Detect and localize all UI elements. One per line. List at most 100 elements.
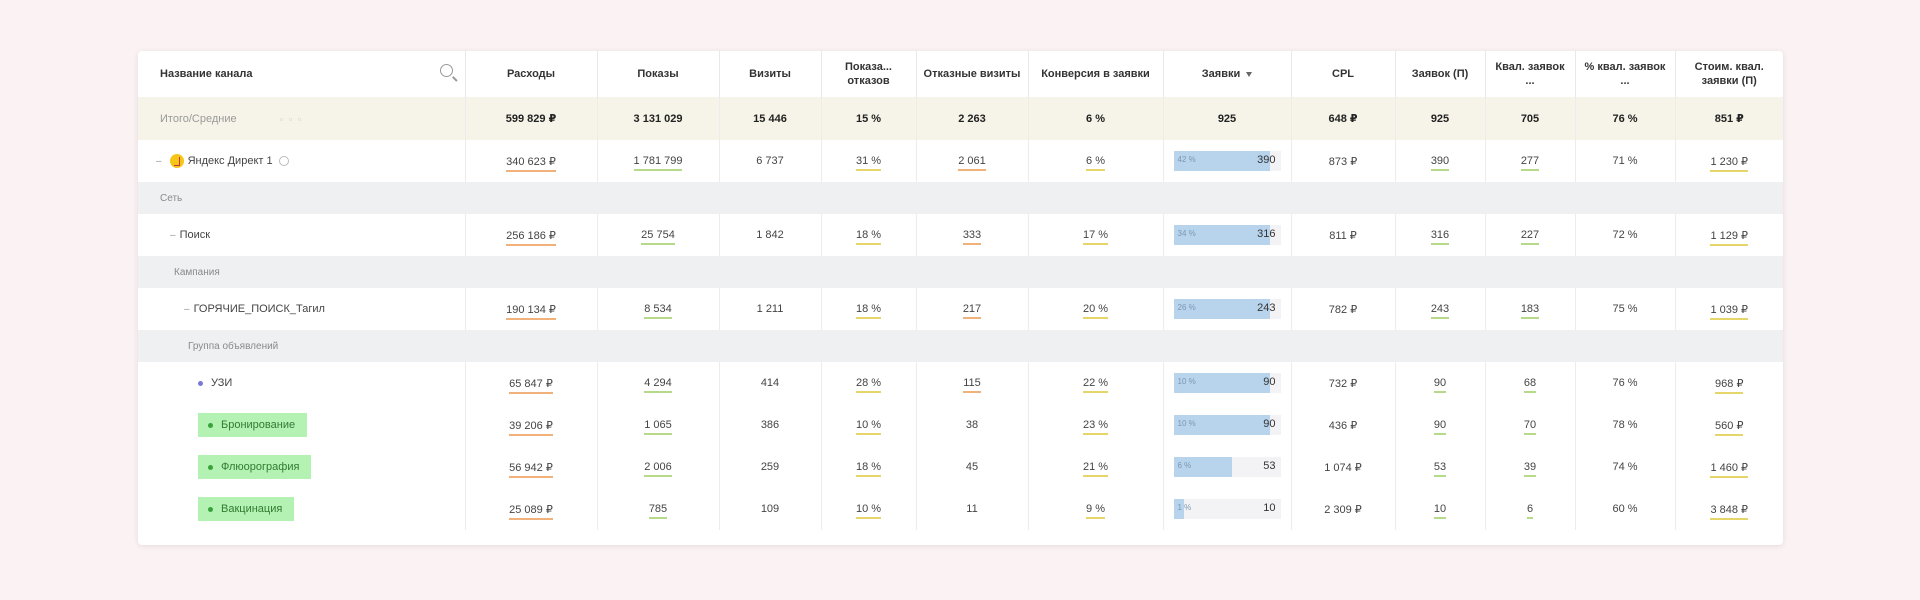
- metric-value[interactable]: 21 %: [1082, 461, 1109, 477]
- metric-value[interactable]: 25 089 ₽: [509, 503, 553, 520]
- metric-value: 75 %: [1612, 303, 1638, 315]
- metric-value[interactable]: 10 %: [855, 419, 882, 435]
- metric-value[interactable]: 2 006: [644, 461, 672, 477]
- column-header-qual-cost[interactable]: Стоим. квал. заявки (П): [1674, 51, 1783, 97]
- column-header-qual-leads[interactable]: Квал. заявок ...: [1484, 51, 1575, 97]
- metric-value[interactable]: 190 134 ₽: [506, 303, 556, 320]
- column-header-conversion[interactable]: Конверсия в заявки: [1027, 51, 1163, 97]
- metric-value[interactable]: 38: [965, 419, 979, 431]
- highlighted-name-tag[interactable]: Вакцинация: [198, 497, 295, 521]
- metric-value[interactable]: 4 294: [644, 377, 672, 393]
- leads-bar-fill: [1173, 373, 1270, 393]
- metric-value[interactable]: 316: [1430, 229, 1450, 245]
- metric-value[interactable]: 256 186 ₽: [506, 229, 556, 246]
- metric-value[interactable]: 18 %: [855, 303, 882, 319]
- channel-name-cell[interactable]: – Поиск: [138, 214, 465, 256]
- channel-name-cell[interactable]: – Яндекс Директ 1: [138, 140, 465, 182]
- column-header-leads[interactable]: Заявки: [1162, 51, 1291, 97]
- metric-value[interactable]: 10: [1433, 503, 1447, 519]
- collapse-icon[interactable]: –: [170, 230, 176, 241]
- metric-value[interactable]: 56 942 ₽: [509, 461, 553, 478]
- table-row[interactable]: – Поиск 256 186 ₽ 25 754 1 842 18 % 333 17 % 34 …: [138, 214, 1783, 256]
- metric-value[interactable]: 333: [962, 229, 982, 245]
- metric-value[interactable]: 1 129 ₽: [1710, 229, 1749, 246]
- metric-value[interactable]: 23 %: [1082, 419, 1109, 435]
- leads-bar-percent: 42 %: [1177, 155, 1196, 164]
- metric-cell: 811 ₽: [1290, 214, 1395, 256]
- channel-name-cell[interactable]: – ГОРЯЧИЕ_ПОИСК_Тагил: [138, 288, 465, 330]
- collapse-icon[interactable]: –: [184, 304, 190, 315]
- metric-value[interactable]: 1 781 799: [633, 155, 683, 171]
- metric-value[interactable]: 1 460 ₽: [1710, 461, 1749, 478]
- metric-value[interactable]: 68: [1523, 377, 1537, 393]
- metric-value[interactable]: 277: [1520, 155, 1540, 171]
- metric-value[interactable]: 10 %: [855, 503, 882, 519]
- channel-name-cell[interactable]: Бронирование: [138, 404, 465, 446]
- metric-value[interactable]: 1 230 ₽: [1710, 155, 1749, 172]
- metric-value[interactable]: 70: [1523, 419, 1537, 435]
- channel-name-cell[interactable]: Вакцинация: [138, 488, 465, 530]
- table-row[interactable]: Вакцинация 25 089 ₽ 785 109 10 % 11 9 % 1 % 10 2 …: [138, 488, 1783, 530]
- table-row[interactable]: – Яндекс Директ 1 340 623 ₽ 1 781 799 6 737 3…: [138, 140, 1783, 182]
- metric-value[interactable]: 90: [1433, 419, 1447, 435]
- metric-value[interactable]: 18 %: [855, 461, 882, 477]
- column-header-cpl[interactable]: CPL: [1290, 51, 1395, 97]
- metric-value[interactable]: 560 ₽: [1715, 419, 1744, 436]
- metric-value[interactable]: 243: [1430, 303, 1450, 319]
- table-row[interactable]: Бронирование 39 206 ₽ 1 065 386 10 % 38 23 % 10…: [138, 404, 1783, 446]
- metric-value[interactable]: 217: [962, 303, 982, 319]
- metric-value[interactable]: 1 065: [644, 419, 672, 435]
- channel-name-cell[interactable]: УЗИ: [138, 362, 465, 404]
- metric-value[interactable]: 90: [1433, 377, 1447, 393]
- metric-value[interactable]: 39: [1523, 461, 1537, 477]
- metric-value[interactable]: 227: [1520, 229, 1540, 245]
- column-header-channel-name[interactable]: Название канала: [138, 51, 465, 97]
- metric-value[interactable]: 17 %: [1082, 229, 1109, 245]
- metric-value[interactable]: 53: [1433, 461, 1447, 477]
- metric-value[interactable]: 18 %: [855, 229, 882, 245]
- metric-value[interactable]: 11: [966, 503, 978, 515]
- metric-value[interactable]: 1 039 ₽: [1710, 303, 1749, 320]
- metric-value[interactable]: 968 ₽: [1715, 377, 1744, 394]
- column-header-impressions[interactable]: Показы: [596, 51, 719, 97]
- collapse-icon[interactable]: –: [156, 155, 162, 167]
- column-header-qual-percent[interactable]: % квал. заявок ...: [1574, 51, 1675, 97]
- info-icon[interactable]: [278, 156, 289, 166]
- column-header-visits[interactable]: Визиты: [718, 51, 821, 97]
- column-header-bounce-visits[interactable]: Отказные визиты: [915, 51, 1028, 97]
- column-header-bounce-rate[interactable]: Показа... отказов: [820, 51, 916, 97]
- highlighted-name-tag[interactable]: Флюорография: [198, 455, 312, 479]
- sort-descending-icon[interactable]: [1246, 71, 1253, 77]
- metric-value[interactable]: 2 061: [958, 155, 986, 171]
- metric-value[interactable]: 183: [1520, 303, 1540, 319]
- metric-cell: 390: [1394, 140, 1485, 182]
- metric-value[interactable]: 6: [1526, 503, 1534, 519]
- metric-value[interactable]: 25 754: [641, 229, 675, 245]
- metric-value[interactable]: 390: [1430, 155, 1450, 171]
- metric-value[interactable]: 8 534: [644, 303, 672, 319]
- metric-value[interactable]: 31 %: [855, 155, 882, 171]
- column-header-leads-p[interactable]: Заявок (П): [1394, 51, 1485, 97]
- search-icon[interactable]: [439, 64, 453, 77]
- table-row[interactable]: Флюорография 56 942 ₽ 2 006 259 18 % 45 21 % 6 …: [138, 446, 1783, 488]
- metric-value[interactable]: 785: [648, 503, 668, 519]
- row-tools-icons[interactable]: ▫▫▫: [279, 113, 308, 124]
- metric-value[interactable]: 39 206 ₽: [509, 419, 553, 436]
- metric-value[interactable]: 22 %: [1082, 377, 1109, 393]
- leads-bar-value: 243: [1257, 302, 1276, 314]
- table-row[interactable]: УЗИ 65 847 ₽ 4 294 414 28 % 115 22 % 10 % 90 732 …: [138, 362, 1783, 404]
- metric-value[interactable]: 20 %: [1082, 303, 1109, 319]
- metric-value[interactable]: 45: [965, 461, 979, 473]
- metric-cell: 1 129 ₽: [1674, 214, 1783, 256]
- metric-value[interactable]: 65 847 ₽: [509, 377, 553, 394]
- column-header-expenses[interactable]: Расходы: [464, 51, 597, 97]
- metric-value[interactable]: 115: [963, 377, 981, 393]
- metric-value[interactable]: 9 %: [1086, 503, 1105, 519]
- metric-value[interactable]: 340 623 ₽: [506, 155, 556, 172]
- channel-name-cell[interactable]: Флюорография: [138, 446, 465, 488]
- table-row[interactable]: – ГОРЯЧИЕ_ПОИСК_Тагил 190 134 ₽ 8 534 1 211 1…: [138, 288, 1783, 330]
- metric-value[interactable]: 6 %: [1086, 155, 1105, 171]
- metric-value[interactable]: 28 %: [855, 377, 882, 393]
- metric-value[interactable]: 3 848 ₽: [1710, 503, 1749, 520]
- highlighted-name-tag[interactable]: Бронирование: [198, 413, 308, 437]
